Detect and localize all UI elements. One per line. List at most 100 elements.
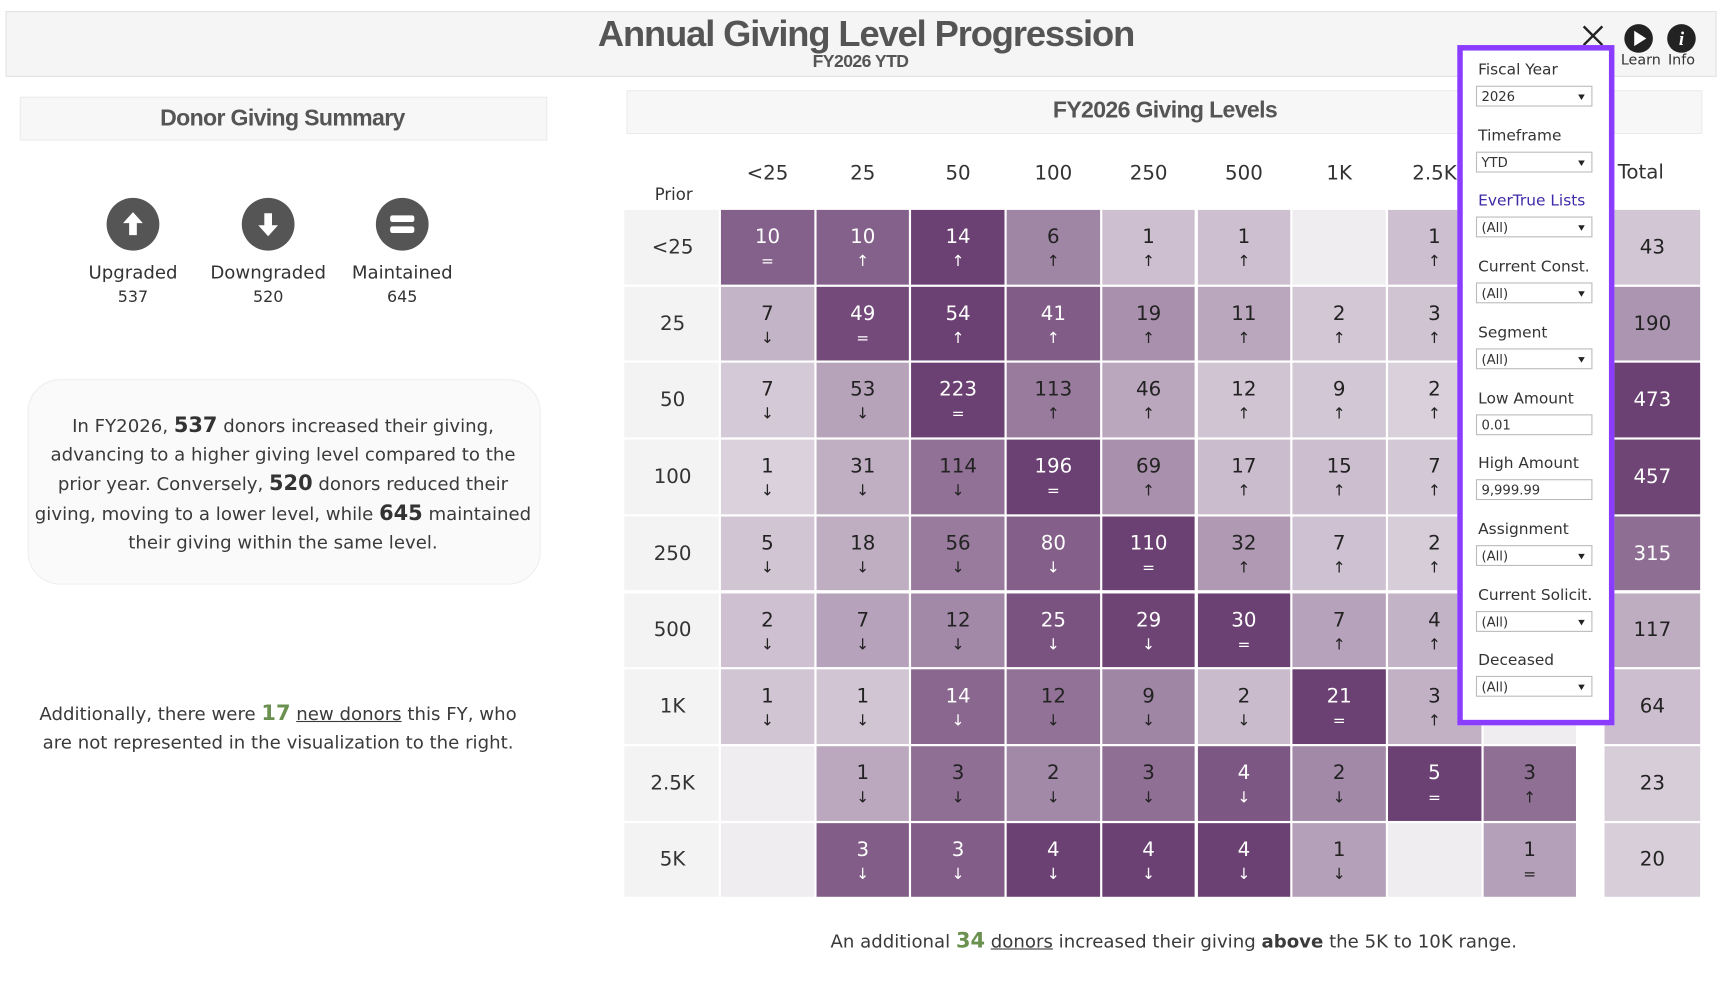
matrix-cell: 53 ↓ — [816, 363, 910, 438]
text-run: 537 — [173, 413, 218, 438]
cell-value: 3 — [1523, 761, 1537, 785]
total-cell: 23 — [1604, 746, 1701, 821]
text-run: 17 — [261, 701, 291, 726]
text-run: donors increased their giving, advancing… — [50, 415, 516, 495]
cell-arrow: ↑ — [1237, 252, 1251, 271]
stat-label: Maintained — [351, 262, 453, 283]
cell-value: 12 — [1040, 684, 1066, 708]
row-total: 23 — [1639, 771, 1665, 795]
matrix-cell: 10 = — [720, 209, 815, 285]
cell-arrow: ↓ — [761, 559, 774, 577]
matrix-cell: 7 ↓ — [720, 363, 815, 438]
cell-arrow: ↑ — [1427, 559, 1441, 577]
cell-arrow: ↓ — [951, 635, 965, 654]
matrix-cell: 15 ↑ — [1292, 439, 1386, 515]
filter-dropdown[interactable]: (All) — [1475, 676, 1593, 698]
cell-value: 1 — [1332, 838, 1346, 862]
text-run: In FY2026, — [72, 415, 174, 437]
matrix-cell: 12 ↑ — [1197, 363, 1291, 438]
row-label: 1K — [659, 695, 686, 719]
cell-arrow: ↓ — [1332, 788, 1346, 807]
matrix-cell: 196 = — [1006, 439, 1100, 515]
total-header: Total — [1617, 161, 1664, 185]
cell-arrow: ↑ — [1332, 635, 1346, 654]
link[interactable]: new donors — [296, 703, 402, 725]
cell-arrow: ↑ — [856, 252, 870, 271]
close-button[interactable] — [1582, 25, 1604, 46]
filter-dropdown[interactable]: (All) — [1475, 348, 1593, 370]
cell-value: 7 — [761, 301, 774, 325]
matrix-cell: 1 ↓ — [720, 669, 815, 744]
filter-input[interactable]: 9,999.99 — [1475, 479, 1593, 501]
status-icons — [106, 197, 429, 251]
cell-arrow: = — [1237, 635, 1251, 654]
filter-dropdown[interactable]: (All) — [1475, 610, 1593, 632]
cell-value: 31 — [850, 455, 876, 479]
cell-arrow: ↑ — [1142, 405, 1156, 424]
matrix-cell — [1387, 822, 1481, 898]
cell-value: 3 — [951, 761, 965, 785]
cell-value: 19 — [1136, 301, 1162, 325]
cell-arrow: ↑ — [1237, 559, 1251, 577]
text-run: donors reduced their giving, moving to a… — [34, 473, 509, 525]
row-total: 64 — [1639, 695, 1665, 719]
cell-value: 30 — [1231, 608, 1257, 632]
row-label: 100 — [653, 465, 692, 489]
matrix-cell: 3 ↓ — [911, 822, 1005, 898]
info-button[interactable]: i — [1667, 24, 1696, 53]
matrix-cell: 1 ↓ — [720, 439, 815, 515]
cell-arrow: ↓ — [856, 482, 870, 501]
matrix-cell: 1 ↑ — [1102, 209, 1196, 285]
text-run: An additional — [830, 930, 956, 952]
link[interactable]: donors — [990, 930, 1053, 952]
cell-arrow: ↓ — [951, 559, 965, 577]
maintained-icon — [375, 197, 429, 251]
matrix-cell: 54 ↑ — [911, 286, 1005, 361]
cell-arrow: ↑ — [1046, 405, 1060, 424]
cell-value: 4 — [1047, 838, 1060, 862]
filter-dropdown[interactable]: (All) — [1475, 282, 1593, 304]
learn-button[interactable] — [1624, 24, 1653, 53]
matrix-cell: 1 ↓ — [1292, 822, 1386, 898]
learn-label[interactable]: Learn — [1620, 52, 1661, 69]
row-label: 500 — [653, 618, 692, 642]
filter-label: Low Amount — [1478, 389, 1574, 408]
info-label[interactable]: Info — [1667, 52, 1695, 69]
total-cell: 190 — [1604, 286, 1701, 361]
row-label: 2.5K — [650, 771, 695, 795]
matrix-cell: 19 ↑ — [1102, 286, 1196, 361]
text-run: 520 — [269, 471, 313, 496]
matrix-cell: 49 = — [816, 286, 910, 361]
total-cell: 457 — [1604, 439, 1701, 515]
row-label: 250 — [653, 541, 692, 566]
filter-dropdown[interactable]: YTD — [1475, 151, 1593, 173]
text-run: Additionally, there were — [39, 703, 262, 725]
cell-arrow: ↑ — [1427, 252, 1441, 271]
cell-arrow: ↑ — [1237, 482, 1251, 501]
filter-label: Current Const. — [1478, 258, 1590, 276]
upgraded-icon — [106, 197, 160, 251]
cell-value: 4 — [1237, 761, 1251, 785]
cell-value: 3 — [1428, 301, 1441, 325]
cell-value: 1 — [1142, 225, 1155, 249]
cell-value: 3 — [1428, 684, 1441, 708]
filter-input[interactable]: 0.01 — [1475, 413, 1593, 435]
cell-arrow: ↑ — [1142, 252, 1156, 271]
matrix-cell: 14 ↓ — [911, 669, 1005, 744]
column-header: 500 — [1225, 162, 1263, 186]
filter-dropdown[interactable]: 2026 — [1475, 85, 1593, 107]
cell-value: 80 — [1040, 531, 1066, 555]
summary-title-box — [19, 96, 548, 141]
row-total: 190 — [1633, 312, 1672, 336]
row-label: 50 — [660, 388, 686, 412]
cell-value: 110 — [1129, 531, 1168, 555]
cell-value: 1 — [856, 761, 870, 785]
matrix-cell: 41 ↑ — [1006, 286, 1100, 361]
matrix-cell — [720, 746, 815, 821]
cell-value: 2 — [1428, 378, 1441, 402]
matrix-cell: 32 ↑ — [1197, 516, 1291, 591]
cell-arrow: ↑ — [1427, 329, 1441, 347]
filter-dropdown[interactable]: (All) — [1475, 216, 1593, 238]
filter-dropdown[interactable]: (All) — [1475, 544, 1593, 566]
filter-label: Deceased — [1478, 652, 1555, 670]
